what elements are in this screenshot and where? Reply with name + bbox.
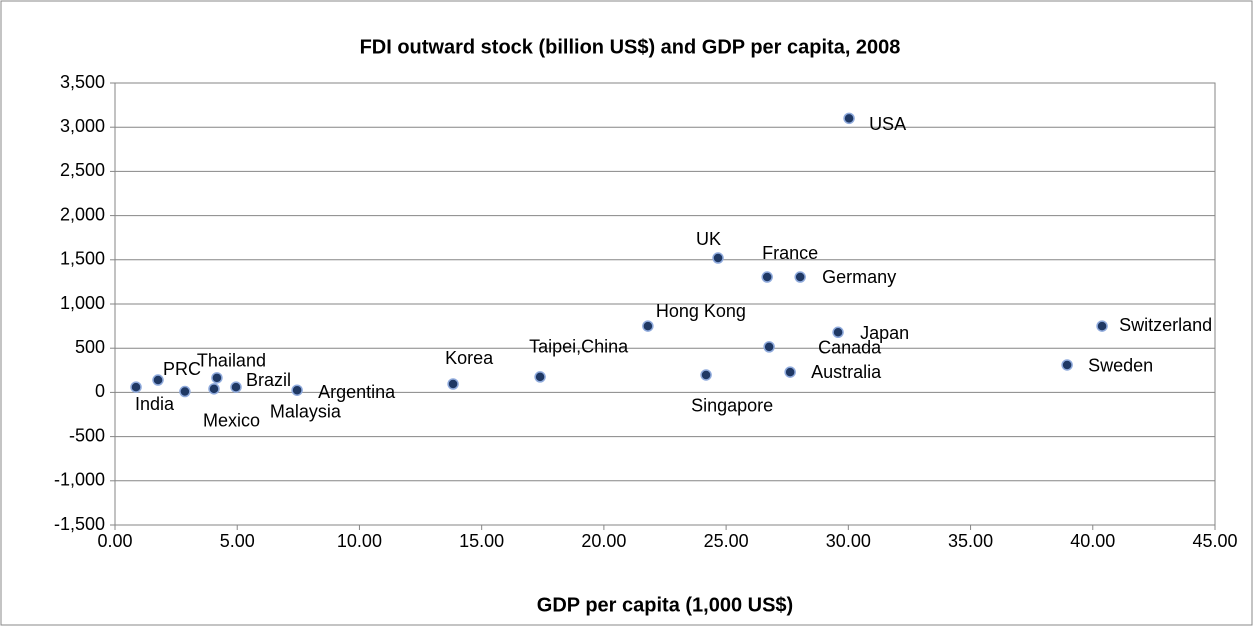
x-tick-label: 35.00: [948, 531, 993, 551]
point-label: Hong Kong: [656, 301, 746, 321]
point: [534, 371, 546, 383]
point-label: UK: [696, 229, 721, 249]
x-tick-label: 0.00: [97, 531, 132, 551]
point: [784, 366, 796, 378]
y-tick-label: 1,500: [60, 249, 105, 269]
point-label: France: [762, 243, 818, 263]
y-tick-label: -1,500: [54, 514, 105, 534]
x-tick-label: 45.00: [1192, 531, 1237, 551]
point-label: Taipei,China: [529, 337, 629, 357]
x-axis-label: GDP per capita (1,000 US$): [537, 594, 793, 616]
point: [763, 341, 775, 353]
point: [211, 372, 223, 384]
point-label: Thailand: [197, 351, 266, 371]
point: [1061, 359, 1073, 371]
point: [291, 384, 303, 396]
point: [761, 271, 773, 283]
point-label: Argentina: [318, 382, 396, 402]
point-label: PRC: [163, 359, 201, 379]
plot-border: [114, 82, 1216, 526]
point-label: Japan: [860, 323, 909, 343]
x-tick-label: 40.00: [1070, 531, 1115, 551]
point: [152, 374, 164, 386]
y-tick-label: 3,500: [60, 72, 105, 92]
x-tick-label: 20.00: [581, 531, 626, 551]
point-label: Brazil: [246, 370, 291, 390]
y-tick-label: 3,000: [60, 116, 105, 136]
point: [712, 252, 724, 264]
point: [179, 385, 191, 398]
point: [642, 320, 654, 332]
point-label: Sweden: [1088, 356, 1153, 376]
point: [843, 112, 855, 125]
y-tick-label: 2,500: [60, 160, 105, 180]
y-tick-label: 1,000: [60, 293, 105, 313]
x-tick-label: 5.00: [220, 531, 255, 551]
point-label: Canada: [818, 338, 882, 358]
point-label: Switzerland: [1119, 315, 1212, 335]
x-tick-label: 25.00: [704, 531, 749, 551]
point-label: Korea: [445, 348, 494, 368]
point-label: Malaysia: [270, 401, 342, 421]
point-label: USA: [869, 114, 906, 134]
point: [447, 378, 459, 390]
point: [1096, 320, 1108, 332]
point: [794, 271, 806, 283]
point-label: Germany: [822, 267, 896, 287]
y-tick-label: 2,000: [60, 204, 105, 224]
point: [700, 369, 712, 381]
point: [230, 381, 242, 393]
y-tick-label: 0: [95, 381, 105, 401]
point-label: Australia: [811, 362, 882, 382]
point: [130, 381, 142, 393]
point-label: Singapore: [691, 396, 773, 416]
point-label: India: [135, 394, 175, 414]
point: [208, 383, 220, 395]
chart-title: FDI outward stock (billion US$) and GDP …: [360, 36, 901, 58]
y-tick-label: -1,000: [54, 470, 105, 490]
point: [832, 326, 844, 339]
x-tick-label: 10.00: [337, 531, 382, 551]
y-tick-label: 500: [75, 337, 105, 357]
point-label: Mexico: [203, 411, 260, 431]
y-tick-label: -500: [69, 425, 105, 445]
x-tick-label: 30.00: [826, 531, 871, 551]
x-tick-label: 15.00: [459, 531, 504, 551]
